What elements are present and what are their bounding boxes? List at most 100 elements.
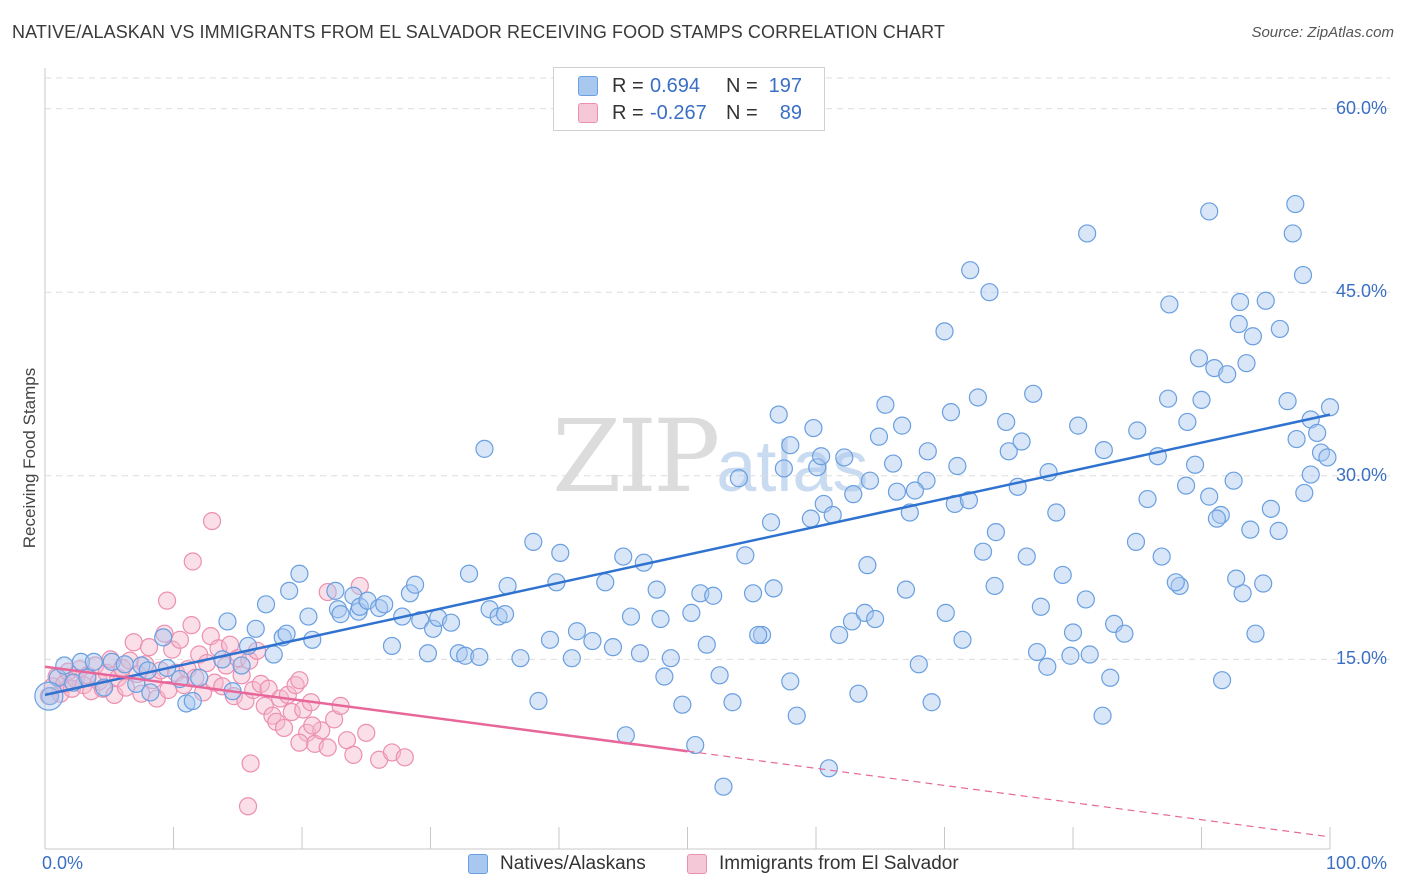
r-label: R = <box>612 101 644 124</box>
point-immigrants <box>255 696 274 716</box>
point-immigrants <box>241 754 260 773</box>
r-value-natives: 0.694 <box>650 74 701 97</box>
point-natives <box>1076 590 1095 609</box>
point-natives <box>495 605 515 624</box>
point-natives <box>1295 483 1314 503</box>
point-immigrants <box>357 723 376 742</box>
bottom-legend-swatch-pink <box>687 854 707 874</box>
point-natives <box>1254 574 1273 593</box>
point-natives <box>1200 202 1219 221</box>
point-natives <box>1152 547 1171 566</box>
point-natives <box>154 628 173 647</box>
point-natives <box>682 603 701 622</box>
point-immigrants <box>274 718 294 738</box>
point-natives <box>1308 423 1327 443</box>
point-natives <box>986 523 1006 542</box>
point-natives <box>941 403 961 422</box>
trend-line-immigrants <box>44 665 688 753</box>
point-natives <box>567 622 587 641</box>
point-natives <box>1301 465 1320 484</box>
point-natives <box>246 619 265 638</box>
legend-row-natives: R = 0.694 N = 197 <box>578 74 802 98</box>
point-natives <box>562 649 581 668</box>
point-natives <box>651 609 670 629</box>
point-natives <box>936 603 955 622</box>
point-natives <box>855 603 874 622</box>
trend-lines <box>44 413 1331 838</box>
point-natives <box>400 584 420 603</box>
point-natives <box>326 581 345 600</box>
bottom-legend-label-salvador: Immigrants from El Salvador <box>719 853 959 874</box>
series-immigrants-el-salvador <box>39 511 414 816</box>
point-natives <box>1207 509 1227 528</box>
point-immigrants <box>344 745 363 764</box>
point-natives <box>729 469 749 488</box>
point-natives <box>1283 224 1302 243</box>
point-natives <box>1094 440 1113 460</box>
point-natives <box>1185 455 1205 474</box>
point-natives <box>115 655 134 674</box>
point-natives <box>456 646 475 665</box>
point-natives <box>603 638 623 657</box>
point-natives <box>1246 624 1265 643</box>
point-natives <box>980 283 999 302</box>
point-natives <box>621 607 641 626</box>
point-immigrants <box>163 640 182 659</box>
point-natives <box>1243 327 1263 346</box>
point-immigrants <box>303 716 322 735</box>
point-natives <box>1241 520 1260 539</box>
trend-line-natives <box>44 413 1331 697</box>
point-natives <box>959 491 979 510</box>
point-natives <box>1158 389 1178 408</box>
point-natives <box>973 542 993 561</box>
point-immigrants <box>312 721 331 740</box>
trend-line-immigrants-extrapolated <box>687 750 1331 838</box>
point-natives <box>961 261 980 280</box>
point-natives <box>1270 319 1289 339</box>
point-natives <box>948 456 967 476</box>
point-natives <box>1237 354 1256 373</box>
point-natives <box>830 625 849 645</box>
point-natives <box>299 607 318 626</box>
point-natives <box>849 684 868 703</box>
bottom-legend-label-natives: Natives/Alaskans <box>500 853 646 874</box>
point-natives <box>804 418 823 438</box>
point-immigrants <box>139 638 159 657</box>
point-natives <box>1293 265 1313 285</box>
point-natives <box>858 556 877 575</box>
point-natives <box>1012 432 1031 451</box>
point-natives <box>999 442 1018 461</box>
point-natives <box>583 631 602 651</box>
legend-row-salvador: R = -0.267 N = 89 <box>578 101 802 125</box>
point-natives <box>909 655 928 674</box>
point-natives <box>1160 295 1179 314</box>
point-natives <box>183 691 202 711</box>
chart-title: NATIVE/ALASKAN VS IMMIGRANTS FROM EL SAL… <box>12 22 945 42</box>
point-natives <box>860 471 880 490</box>
point-natives <box>953 630 972 649</box>
point-natives <box>1093 706 1112 725</box>
point-natives <box>761 513 781 532</box>
point-natives <box>1101 668 1120 687</box>
point-natives <box>905 481 925 500</box>
n-label: N = <box>726 101 758 124</box>
point-immigrants <box>350 576 369 596</box>
point-natives <box>918 442 937 461</box>
point-natives <box>1024 384 1043 403</box>
point-natives <box>1278 392 1297 411</box>
point-natives <box>723 693 742 712</box>
point-natives <box>280 581 299 600</box>
point-natives <box>1189 349 1209 368</box>
point-natives <box>411 611 430 630</box>
point-natives <box>328 600 348 619</box>
point-natives <box>781 672 800 691</box>
point-immigrants <box>282 702 301 722</box>
point-natives <box>896 580 916 599</box>
point-natives <box>1224 471 1243 490</box>
point-natives <box>441 613 461 632</box>
point-immigrants <box>290 671 309 690</box>
point-natives <box>1200 487 1219 506</box>
point-natives <box>1115 624 1134 643</box>
point-natives <box>1286 194 1305 214</box>
point-natives <box>752 625 772 645</box>
